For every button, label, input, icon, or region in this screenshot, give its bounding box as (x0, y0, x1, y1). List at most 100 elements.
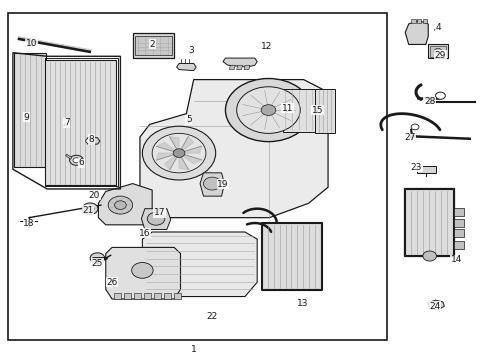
Text: 15: 15 (312, 105, 323, 114)
Bar (262, 223, 321, 289)
Polygon shape (170, 136, 179, 153)
Text: 19: 19 (217, 180, 229, 189)
Polygon shape (179, 153, 189, 170)
Text: 6: 6 (78, 158, 84, 167)
Bar (417, 166, 436, 173)
Text: 14: 14 (451, 255, 462, 264)
Text: 26: 26 (106, 278, 118, 287)
Bar (417, 19, 421, 23)
Bar (164, 293, 171, 299)
Text: 5: 5 (186, 115, 192, 124)
Circle shape (411, 124, 419, 130)
Polygon shape (176, 63, 196, 71)
Bar (454, 229, 464, 237)
Polygon shape (143, 232, 257, 297)
Circle shape (237, 87, 300, 134)
Circle shape (261, 105, 276, 116)
Polygon shape (244, 65, 250, 69)
Bar (454, 208, 464, 216)
Polygon shape (237, 65, 243, 69)
Bar (144, 293, 151, 299)
Text: 2: 2 (149, 40, 155, 49)
Polygon shape (179, 136, 194, 153)
Text: 27: 27 (404, 133, 416, 142)
Text: 17: 17 (154, 208, 165, 217)
Circle shape (436, 92, 445, 99)
Text: 7: 7 (64, 118, 70, 127)
Polygon shape (165, 153, 179, 170)
Polygon shape (200, 173, 224, 196)
Text: 20: 20 (89, 190, 100, 199)
Bar (454, 219, 464, 226)
Polygon shape (156, 153, 179, 160)
Circle shape (86, 138, 94, 144)
Text: 16: 16 (139, 229, 150, 238)
Text: 21: 21 (82, 206, 94, 215)
Bar (283, 89, 315, 132)
Circle shape (90, 253, 105, 264)
Text: 8: 8 (88, 135, 94, 144)
Circle shape (143, 126, 216, 180)
Bar (405, 189, 453, 255)
Polygon shape (229, 65, 235, 69)
Bar (404, 188, 454, 256)
Circle shape (132, 262, 153, 278)
Polygon shape (156, 143, 179, 153)
Bar (8, 13, 387, 339)
Bar (124, 293, 131, 299)
Bar (430, 46, 446, 57)
Polygon shape (106, 247, 180, 299)
Circle shape (203, 177, 221, 190)
Circle shape (70, 155, 83, 165)
Bar (84, 207, 91, 210)
Polygon shape (405, 21, 428, 44)
Polygon shape (223, 58, 257, 67)
Text: 3: 3 (188, 46, 194, 55)
Circle shape (82, 203, 98, 215)
Circle shape (152, 134, 206, 173)
Text: 28: 28 (424, 97, 436, 106)
Text: 25: 25 (92, 259, 103, 268)
Polygon shape (179, 153, 202, 164)
Bar (134, 293, 142, 299)
Bar (14, 53, 46, 167)
Bar (411, 19, 416, 23)
Text: 11: 11 (282, 104, 293, 113)
Text: 23: 23 (411, 163, 422, 172)
Circle shape (108, 196, 133, 214)
Text: 9: 9 (23, 113, 29, 122)
Bar (261, 222, 322, 290)
Text: 24: 24 (429, 302, 440, 311)
Polygon shape (179, 146, 201, 153)
Circle shape (432, 302, 440, 308)
Bar (154, 293, 161, 299)
Circle shape (115, 201, 126, 210)
Text: 12: 12 (261, 42, 272, 51)
Text: 13: 13 (297, 299, 308, 308)
Bar (45, 60, 116, 185)
Bar (423, 19, 427, 23)
Text: 22: 22 (206, 312, 218, 321)
Bar (135, 36, 172, 55)
Text: 1: 1 (191, 345, 196, 354)
Bar (114, 293, 122, 299)
Polygon shape (98, 184, 152, 225)
Polygon shape (142, 209, 171, 229)
Text: 29: 29 (435, 51, 446, 60)
Circle shape (147, 212, 165, 225)
Circle shape (173, 149, 185, 157)
Bar (428, 44, 448, 58)
Text: 10: 10 (26, 39, 37, 48)
Circle shape (434, 48, 442, 54)
Polygon shape (66, 154, 72, 159)
Polygon shape (88, 138, 100, 144)
Bar (174, 293, 181, 299)
Circle shape (73, 158, 80, 163)
Polygon shape (133, 80, 328, 218)
Circle shape (423, 251, 437, 261)
Bar (316, 89, 335, 134)
Bar (454, 241, 464, 249)
Bar (133, 33, 174, 58)
Circle shape (225, 78, 312, 141)
Polygon shape (428, 300, 444, 310)
